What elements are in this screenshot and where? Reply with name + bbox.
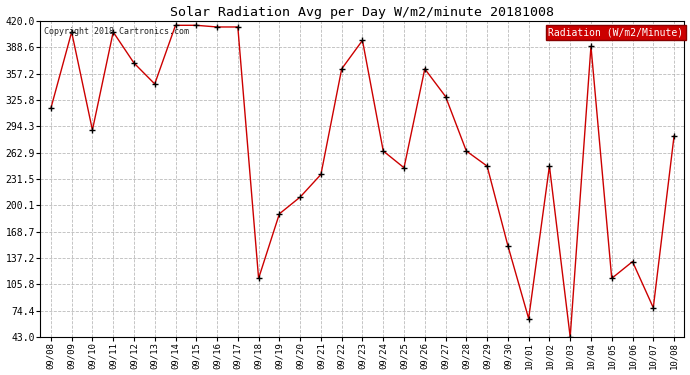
Text: Radiation (W/m2/Minute): Radiation (W/m2/Minute) — [548, 27, 683, 38]
Text: Copyright 2018 Cartronics.com: Copyright 2018 Cartronics.com — [43, 27, 188, 36]
Title: Solar Radiation Avg per Day W/m2/minute 20181008: Solar Radiation Avg per Day W/m2/minute … — [170, 6, 555, 18]
